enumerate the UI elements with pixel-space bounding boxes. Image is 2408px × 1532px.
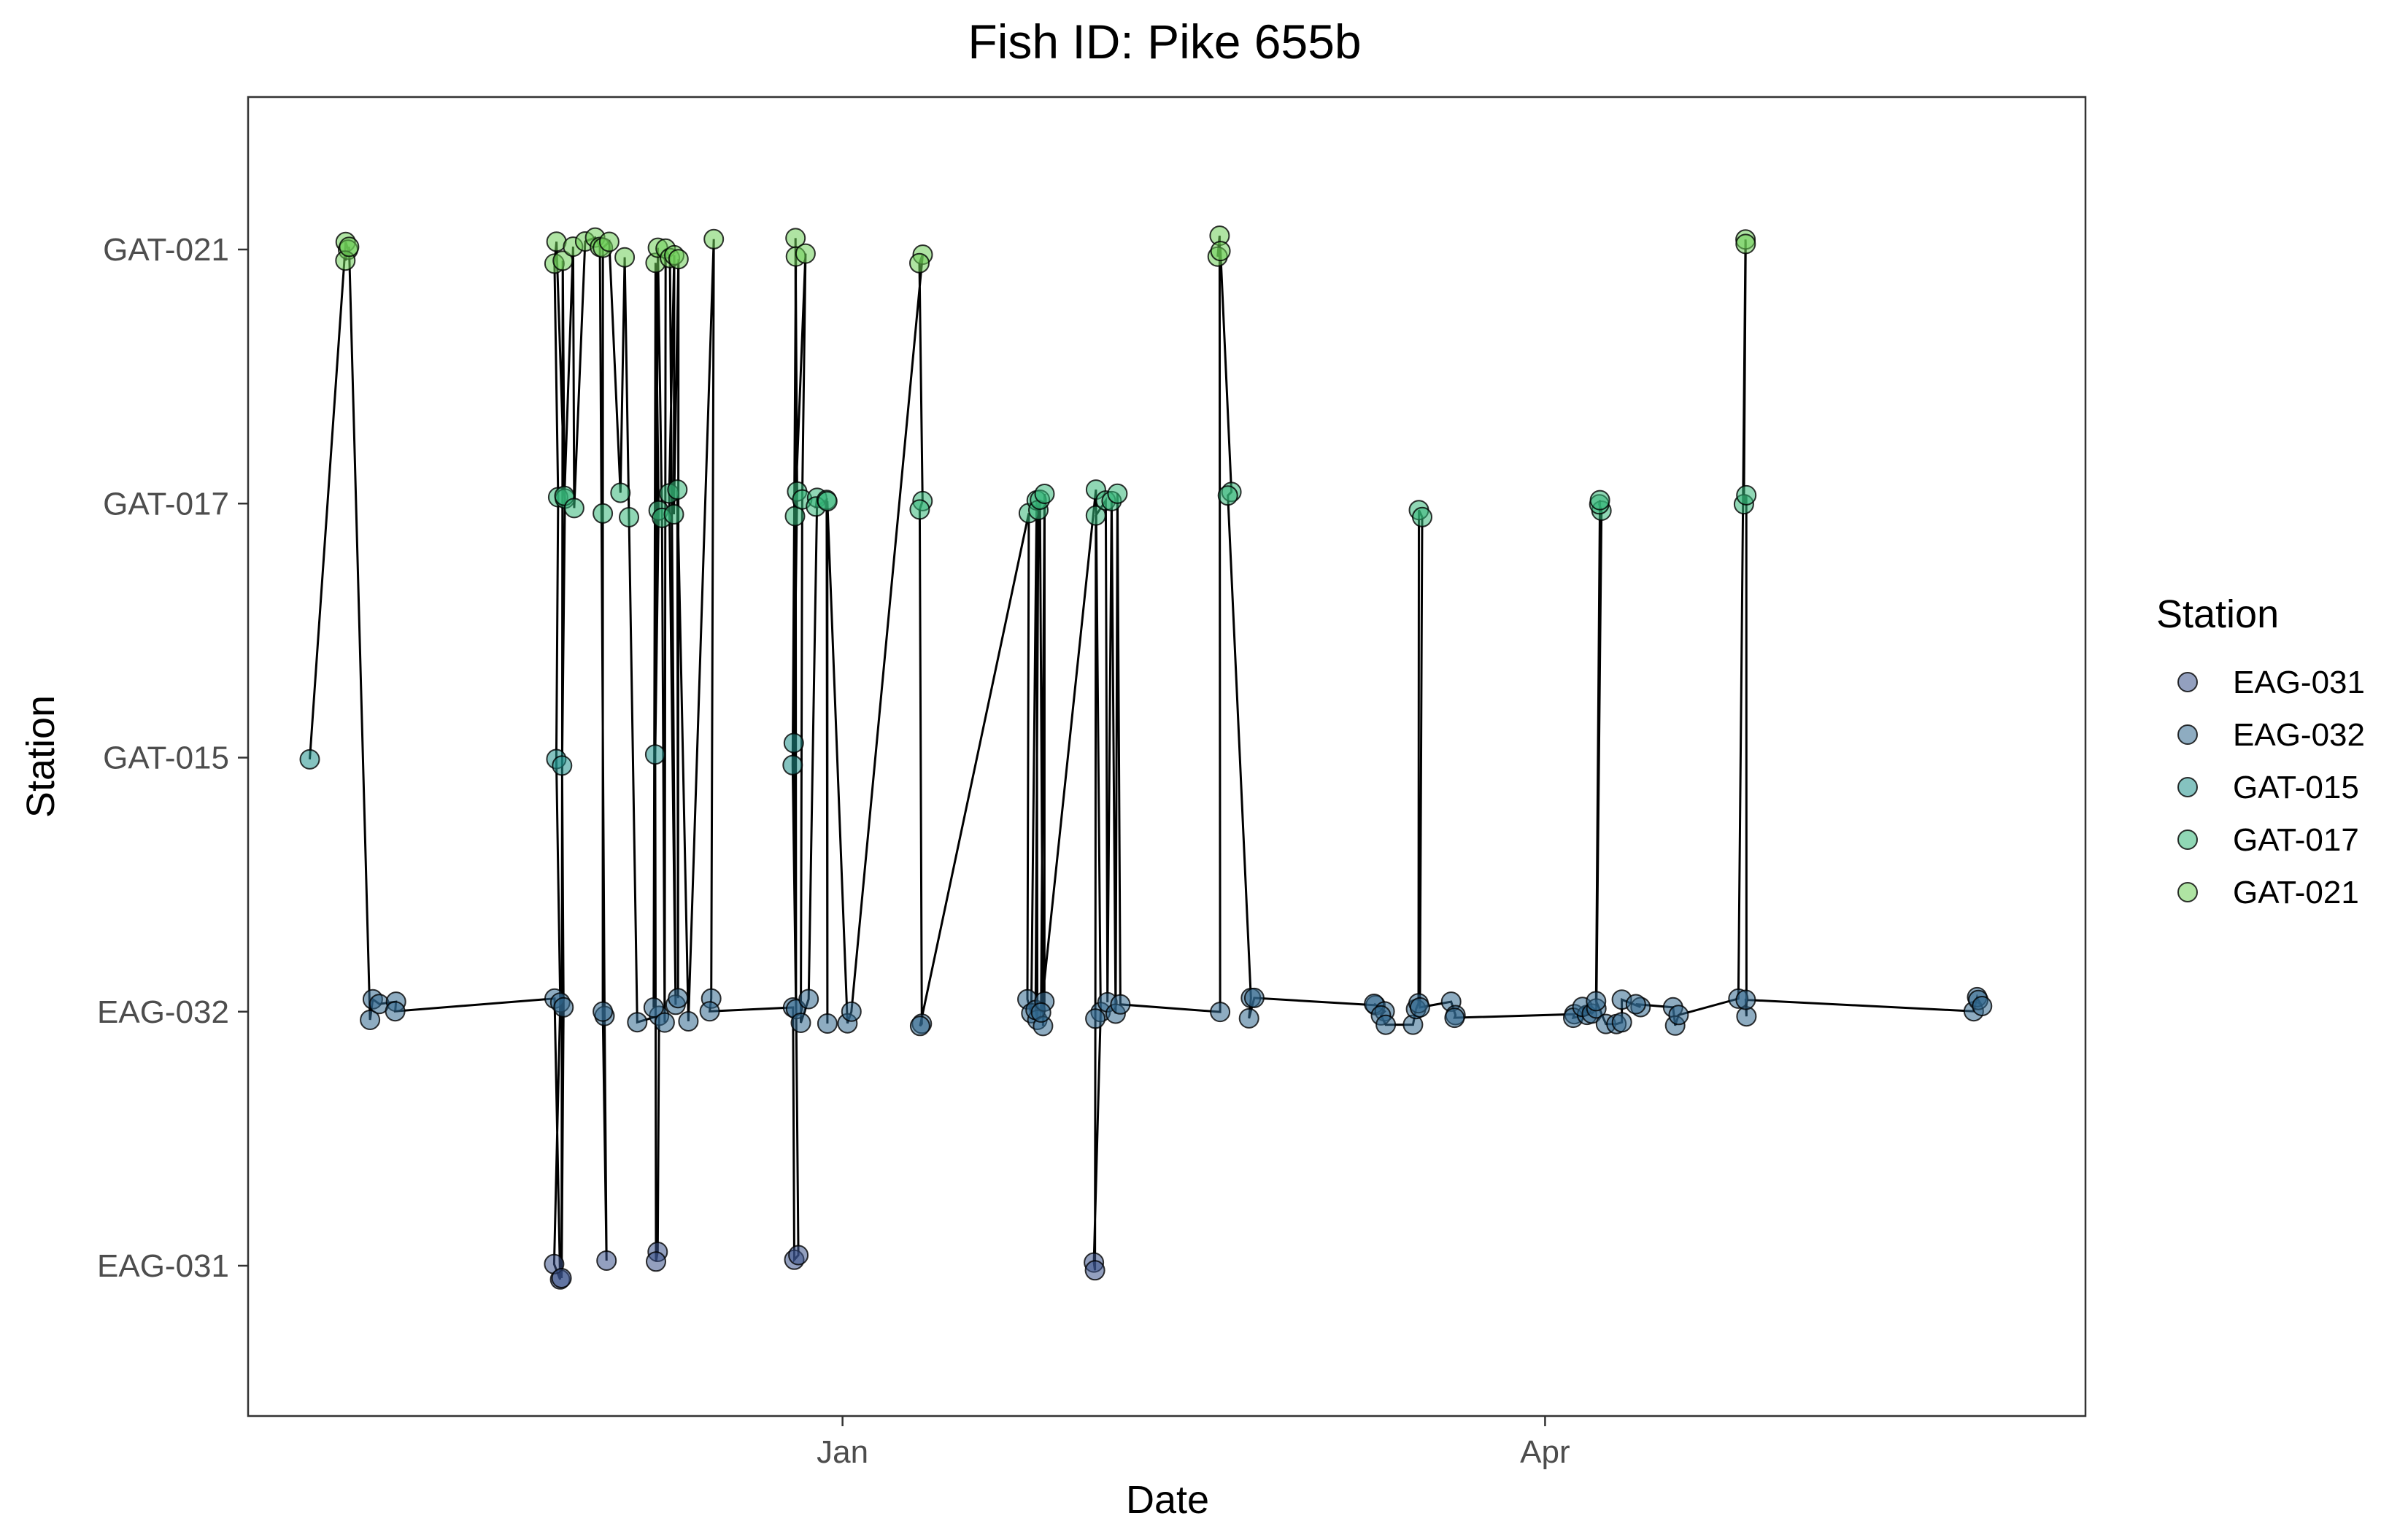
data-point-eag-032 [1668, 1005, 1689, 1026]
data-point-eag-032 [699, 1001, 720, 1022]
data-point-eag-032 [817, 1013, 838, 1034]
data-point-gat-021 [703, 228, 725, 249]
legend-label: GAT-017 [2233, 822, 2359, 858]
data-point-gat-017 [619, 507, 639, 527]
data-point-gat-015 [644, 744, 665, 765]
data-point-eag-032 [1625, 994, 1646, 1015]
data-point-gat-017 [909, 499, 930, 520]
legend-key [2177, 882, 2198, 902]
data-point-gat-021 [598, 231, 620, 252]
legend-label: GAT-015 [2233, 770, 2359, 805]
data-point-eag-032 [841, 1001, 862, 1022]
data-point-eag-032 [643, 997, 664, 1018]
data-point-gat-017 [610, 482, 631, 503]
data-point-eag-032 [909, 1015, 930, 1037]
data-point-gat-017 [663, 504, 684, 525]
data-point-eag-032 [627, 1012, 648, 1033]
data-point-gat-017 [1034, 484, 1055, 504]
data-point-eag-032 [1375, 1014, 1397, 1035]
data-point-eag-032 [593, 1001, 614, 1022]
data-point-gat-021 [339, 236, 360, 258]
points-layer [299, 225, 1993, 1290]
data-point-gat-017 [593, 503, 614, 524]
data-point-eag-032 [1243, 987, 1265, 1008]
data-point-gat-017 [1412, 506, 1432, 527]
legend: Station EAG-031 EAG-032 GAT-015 GAT-017 GAT-… [2156, 592, 2365, 910]
data-point-eag-031 [596, 1250, 617, 1271]
legend-key [2177, 672, 2198, 692]
y-axis-title: Station [19, 695, 63, 818]
data-point-eag-032 [553, 997, 574, 1018]
data-point-gat-017 [1589, 490, 1610, 511]
data-point-eag-032 [678, 1011, 699, 1032]
data-point-gat-015 [783, 732, 804, 754]
data-point-gat-017 [817, 491, 838, 512]
legend-key [2177, 829, 2198, 850]
data-point-gat-017 [1085, 505, 1106, 526]
data-point-eag-032 [798, 989, 819, 1010]
legend-label: GAT-021 [2233, 875, 2359, 910]
chart-title: Fish ID: Pike 655b [968, 15, 1361, 69]
legend-label: EAG-031 [2233, 665, 2365, 700]
y-tick-label: GAT-021 [103, 232, 229, 268]
data-point-gat-021 [909, 252, 930, 274]
data-point-eag-032 [1586, 991, 1607, 1012]
data-point-eag-032 [790, 1013, 811, 1033]
x-axis-title: Date [1126, 1478, 1209, 1522]
data-point-eag-031 [551, 1268, 572, 1288]
data-point-gat-017 [784, 506, 806, 527]
data-point-eag-031 [788, 1245, 809, 1266]
data-point-gat-021 [552, 250, 574, 271]
y-axis: EAG-031 EAG-032 GAT-015 GAT-017 GAT-021 [97, 232, 248, 1284]
data-point-eag-032 [668, 988, 689, 1009]
data-point-eag-032 [1972, 996, 1993, 1016]
y-tick-label: EAG-032 [97, 994, 229, 1030]
data-point-eag-032 [654, 1012, 675, 1033]
data-point-eag-032 [385, 1001, 406, 1022]
data-point-gat-017 [563, 498, 584, 519]
data-point-eag-032 [1110, 994, 1131, 1015]
data-point-gat-021 [795, 243, 816, 264]
data-point-eag-032 [1085, 1008, 1106, 1029]
legend-key [2177, 724, 2198, 745]
data-point-eag-032 [360, 1010, 381, 1030]
data-point-eag-032 [1030, 1002, 1051, 1023]
legend-title: Station [2156, 592, 2279, 636]
legend-key [2177, 777, 2198, 797]
data-point-gat-021 [1735, 233, 1756, 255]
data-point-gat-017 [1107, 483, 1128, 504]
x-tick-label: Jan [817, 1434, 868, 1470]
data-point-gat-021 [614, 247, 636, 268]
data-point-eag-031 [1084, 1260, 1105, 1281]
data-point-eag-032 [1611, 1012, 1632, 1033]
data-point-gat-015 [782, 754, 803, 775]
data-point-gat-017 [1217, 485, 1238, 506]
data-point-eag-032 [1444, 1007, 1465, 1029]
plot-frame [247, 96, 2087, 1417]
data-point-eag-032 [1409, 997, 1430, 1018]
x-tick-label: Apr [1520, 1434, 1570, 1470]
legend-label: EAG-032 [2233, 717, 2365, 753]
data-point-gat-017 [667, 479, 688, 500]
data-point-gat-017 [1736, 484, 1757, 506]
y-tick-label: EAG-031 [97, 1248, 229, 1284]
data-point-eag-032 [1735, 989, 1756, 1010]
x-axis: Jan Apr [817, 1416, 1570, 1470]
y-tick-label: GAT-017 [103, 486, 229, 522]
data-point-eag-032 [1238, 1007, 1259, 1029]
data-point-gat-015 [552, 755, 573, 776]
data-point-gat-015 [299, 748, 320, 770]
data-point-eag-032 [1210, 1002, 1231, 1023]
y-tick-label: GAT-015 [103, 740, 229, 776]
data-point-gat-021 [1210, 241, 1231, 262]
data-point-eag-031 [646, 1251, 666, 1272]
data-point-gat-021 [668, 249, 689, 270]
